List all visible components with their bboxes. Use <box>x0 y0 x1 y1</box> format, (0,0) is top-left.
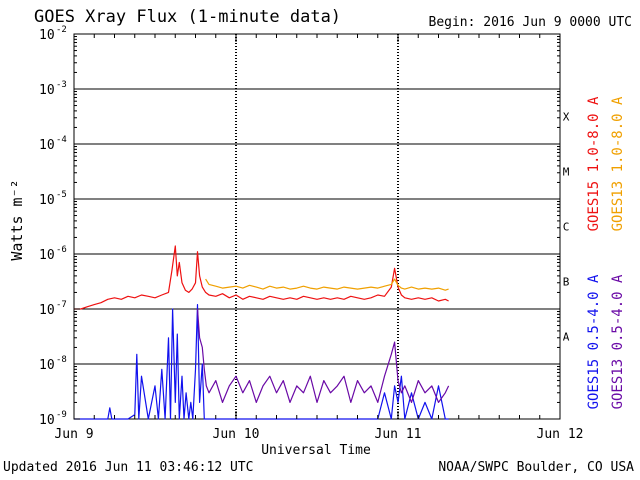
x-tick-label: Jun 10 <box>213 427 260 442</box>
y-tick-exponent: -4 <box>56 135 67 145</box>
y-axis-label: Watts m⁻² <box>8 179 26 260</box>
y-tick-label: 10 <box>39 138 55 153</box>
legend-goes13-1-0-8-0-a: GOES13 1.0-8.0 A <box>610 96 626 231</box>
flare-class-labels: A B C M X <box>563 111 570 344</box>
day-boundary-lines <box>235 34 399 419</box>
flare-class-m: M <box>563 166 570 179</box>
y-tick-exponent: -7 <box>56 300 67 310</box>
series-group <box>74 245 450 420</box>
grid-lines <box>74 88 560 365</box>
y-tick-label: 10 <box>39 248 55 263</box>
flare-class-b: B <box>563 276 570 289</box>
y-tick-label: 10 <box>39 193 55 208</box>
y-tick-label: 10 <box>39 28 55 43</box>
series-line-goes15-0-5-4-0-a <box>74 304 449 420</box>
x-tick-label: Jun 11 <box>375 427 422 442</box>
series-line-goes13-0-5-4-0-a <box>196 308 450 403</box>
y-tick-exponent: -5 <box>56 190 67 200</box>
y-tick-label: 10 <box>39 358 55 373</box>
series-line-goes13-1-0-8-0-a <box>205 278 449 291</box>
legend-goes13-0-5-4-0-a: GOES13 0.5-4.0 A <box>610 274 626 409</box>
x-tick-label: Jun 9 <box>54 427 93 442</box>
x-axis-ticks: Jun 9 Jun 10 Jun 11 Jun 12 <box>54 34 583 442</box>
y-tick-label: 10 <box>39 413 55 428</box>
y-tick-exponent: -6 <box>56 245 67 255</box>
flare-class-a: A <box>563 331 570 344</box>
begin-time-label: Begin: 2016 Jun 9 0000 UTC <box>428 15 633 30</box>
legend: GOES15 1.0-8.0 A GOES13 1.0-8.0 A GOES15 0… <box>586 96 626 409</box>
chart-title: GOES Xray Flux (1-minute data) <box>34 7 342 27</box>
flare-class-x: X <box>563 111 570 124</box>
y-tick-exponent: -2 <box>56 25 67 35</box>
legend-goes15-0-5-4-0-a: GOES15 0.5-4.0 A <box>586 274 602 409</box>
updated-timestamp: Updated 2016 Jun 11 03:46:12 UTC <box>3 460 254 475</box>
plot-frame <box>73 33 561 420</box>
x-tick-label: Jun 12 <box>537 427 584 442</box>
y-tick-label: 10 <box>39 303 55 318</box>
y-tick-exponent: -9 <box>56 410 67 420</box>
flare-class-c: C <box>563 221 570 234</box>
y-tick-exponent: -3 <box>56 80 67 90</box>
legend-goes15-1-0-8-0-a: GOES15 1.0-8.0 A <box>586 96 602 231</box>
series-line-goes15-1-0-8-0-a <box>74 245 449 310</box>
y-axis-ticks: 10-910-810-710-610-510-410-310-2 <box>39 25 560 428</box>
data-source-credit: NOAA/SWPC Boulder, CO USA <box>438 460 634 475</box>
x-axis-label: Universal Time <box>261 443 371 458</box>
y-tick-label: 10 <box>39 83 55 98</box>
y-tick-exponent: -8 <box>56 355 67 365</box>
